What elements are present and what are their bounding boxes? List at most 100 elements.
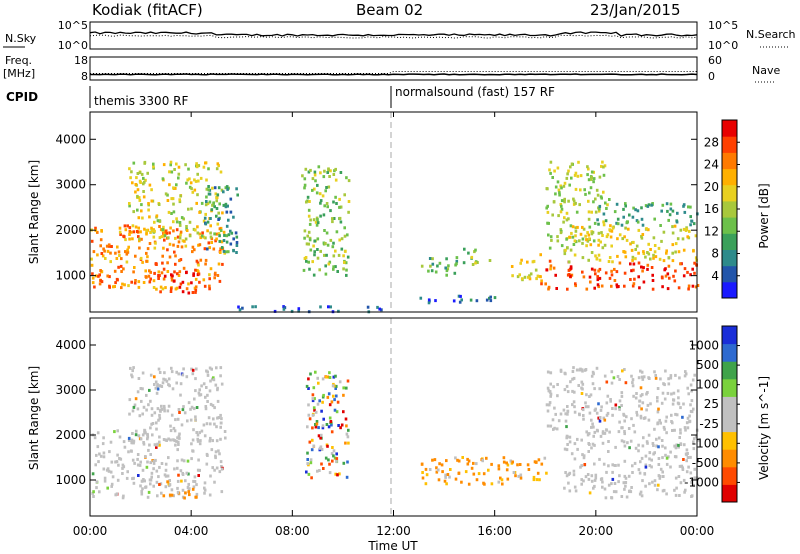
range-time-cell [158, 416, 162, 420]
range-time-cell [658, 476, 662, 480]
range-time-cell [213, 480, 216, 484]
range-time-cell [603, 164, 607, 168]
range-time-cell [560, 199, 564, 203]
range-time-cell [219, 366, 223, 370]
range-time-cell [95, 453, 98, 457]
range-time-cell [659, 421, 662, 425]
x-axis-ticks: 00:00 04:00 08:00 12:00 16:00 20:00 00:00 [73, 112, 714, 538]
range-time-cell [153, 246, 157, 250]
range-time-cell [678, 436, 681, 439]
range-time-cell [115, 257, 119, 260]
range-time-cell [96, 253, 99, 257]
range-time-cell [160, 271, 164, 275]
range-time-cell [158, 435, 161, 439]
range-time-cell [646, 391, 649, 394]
range-time-cell [519, 473, 523, 477]
range-time-cell [214, 383, 218, 387]
range-time-cell [148, 269, 151, 273]
range-time-cell [618, 399, 622, 403]
range-time-cell [198, 210, 201, 214]
range-time-cell [146, 437, 149, 441]
range-time-cell [138, 246, 141, 250]
range-time-cell [232, 249, 235, 253]
range-time-cell [631, 381, 634, 385]
range-time-cell [547, 221, 550, 225]
range-time-cell [631, 471, 634, 474]
range-time-cell [176, 272, 179, 276]
range-time-cell [627, 227, 630, 231]
range-time-cell [615, 270, 619, 274]
freq-label-line2: [MHz] [3, 67, 35, 80]
range-time-cell [584, 192, 587, 196]
noise-sky-line [89, 31, 698, 37]
range-time-cell [676, 211, 679, 215]
range-time-cell [308, 440, 312, 444]
range-time-cell [335, 457, 339, 461]
range-time-cell [634, 257, 637, 261]
range-time-cell [637, 449, 640, 453]
range-time-cell [156, 407, 160, 411]
range-time-cell [565, 211, 569, 215]
range-time-cell [118, 435, 122, 439]
range-time-cell [635, 413, 639, 417]
range-time-cell [516, 463, 519, 467]
range-time-cell [187, 207, 190, 211]
range-time-cell [600, 477, 604, 481]
range-time-cell [692, 483, 695, 487]
range-time-cell [335, 410, 339, 414]
range-time-cell [595, 257, 599, 261]
range-time-cell [574, 229, 578, 233]
range-time-cell [254, 305, 257, 309]
range-time-cell [199, 258, 203, 262]
range-time-cell [113, 269, 117, 273]
range-time-cell [679, 406, 682, 410]
range-time-cell [159, 482, 163, 486]
range-time-cell [563, 197, 566, 201]
range-time-cell [218, 202, 221, 206]
range-time-cell [308, 222, 312, 226]
range-time-cell [320, 462, 323, 466]
range-time-cell [144, 431, 147, 435]
range-time-cell [157, 203, 161, 206]
range-time-cell [169, 290, 173, 293]
range-time-cell [183, 496, 186, 500]
range-time-cell [640, 407, 643, 411]
range-time-cell [588, 395, 591, 398]
range-time-cell [92, 250, 96, 254]
range-time-cell [313, 397, 316, 401]
range-time-cell [204, 395, 207, 399]
range-time-cell [603, 374, 607, 378]
range-time-cell [573, 457, 577, 461]
range-time-cell [597, 231, 601, 235]
range-time-cell [429, 264, 432, 268]
range-time-cell [693, 476, 697, 480]
range-time-cell [313, 253, 316, 257]
range-time-cell [137, 226, 140, 230]
range-time-cell [605, 470, 608, 474]
range-time-cell [221, 211, 224, 215]
range-time-cell [446, 473, 450, 476]
range-time-cell [209, 379, 212, 383]
range-time-cell [167, 377, 171, 381]
range-time-cell [610, 229, 614, 233]
range-time-cell [633, 461, 637, 465]
range-time-cell [457, 294, 461, 298]
freq-right-tick-top: 60 [708, 54, 722, 67]
range-time-cell [446, 267, 450, 271]
range-time-cell [585, 393, 588, 397]
range-time-cell [641, 233, 645, 236]
range-time-cell [661, 456, 664, 460]
range-time-cell [170, 170, 174, 174]
range-time-cell [591, 422, 594, 426]
range-time-cell [153, 411, 157, 415]
range-time-cell [566, 172, 569, 176]
range-time-cell [569, 248, 573, 252]
range-time-cell [319, 249, 322, 253]
range-time-cell [623, 487, 626, 491]
range-time-cell [558, 191, 561, 195]
range-time-cell [118, 230, 122, 234]
range-time-cell [327, 185, 331, 189]
range-time-cell [98, 282, 102, 286]
range-time-cell [136, 390, 140, 394]
range-time-cell [317, 434, 321, 438]
